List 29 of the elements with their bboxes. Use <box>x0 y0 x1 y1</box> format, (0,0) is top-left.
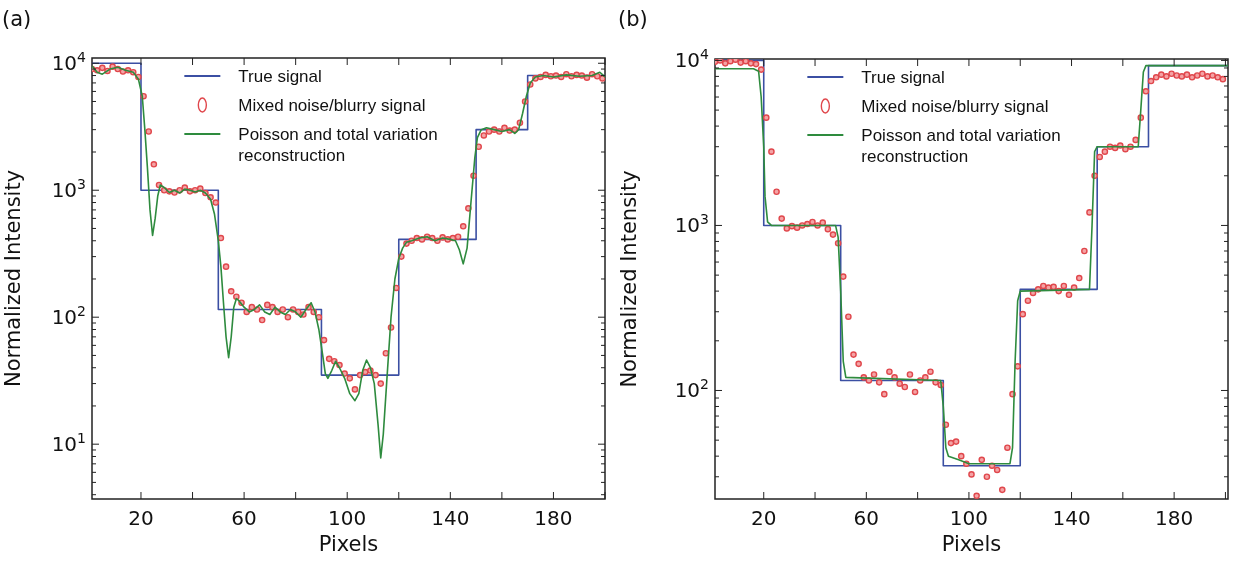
y-tick-label: 10$^{4}$ <box>51 49 87 76</box>
x-tick-label: 20 <box>751 506 777 530</box>
x-tick-label: 100 <box>949 506 989 530</box>
chart-title: (b) <box>618 7 648 31</box>
y-tick-label: 10$^{2}$ <box>51 303 86 330</box>
legend-label: Poisson and total variation reconstruction <box>238 125 438 165</box>
legend-label: Poisson and total variation reconstruction <box>861 126 1061 166</box>
legend-label: True signal <box>238 67 322 86</box>
x-tick-label: 140 <box>1052 506 1091 530</box>
legend-label: Mixed noise/blurry signal <box>238 96 426 115</box>
y-tick-label: 10$^{1}$ <box>51 430 86 457</box>
y-axis-title: Normalized Intensity <box>617 170 641 388</box>
x-tick-label: 100 <box>328 506 367 530</box>
y-tick-label: 10$^{4}$ <box>674 46 710 73</box>
x-tick-label: 180 <box>534 506 573 530</box>
x-tick-label: 60 <box>231 506 257 530</box>
x-tick-label: 180 <box>1155 506 1194 530</box>
x-tick-label: 140 <box>431 506 470 530</box>
chart-title: (a) <box>2 7 32 31</box>
y-tick-label: 10$^{2}$ <box>674 376 709 403</box>
x-tick-label: 20 <box>128 506 154 530</box>
legend-label: True signal <box>861 68 945 87</box>
y-axis-title: Normalized Intensity <box>1 169 25 388</box>
y-tick-label: 10$^{3}$ <box>51 176 86 203</box>
legend-label: Mixed noise/blurry signal <box>861 97 1049 116</box>
x-axis-title: Pixels <box>318 532 379 556</box>
x-tick-label: 60 <box>853 506 880 530</box>
y-tick-label: 10$^{3}$ <box>674 211 709 238</box>
x-axis-title: Pixels <box>941 532 1002 556</box>
